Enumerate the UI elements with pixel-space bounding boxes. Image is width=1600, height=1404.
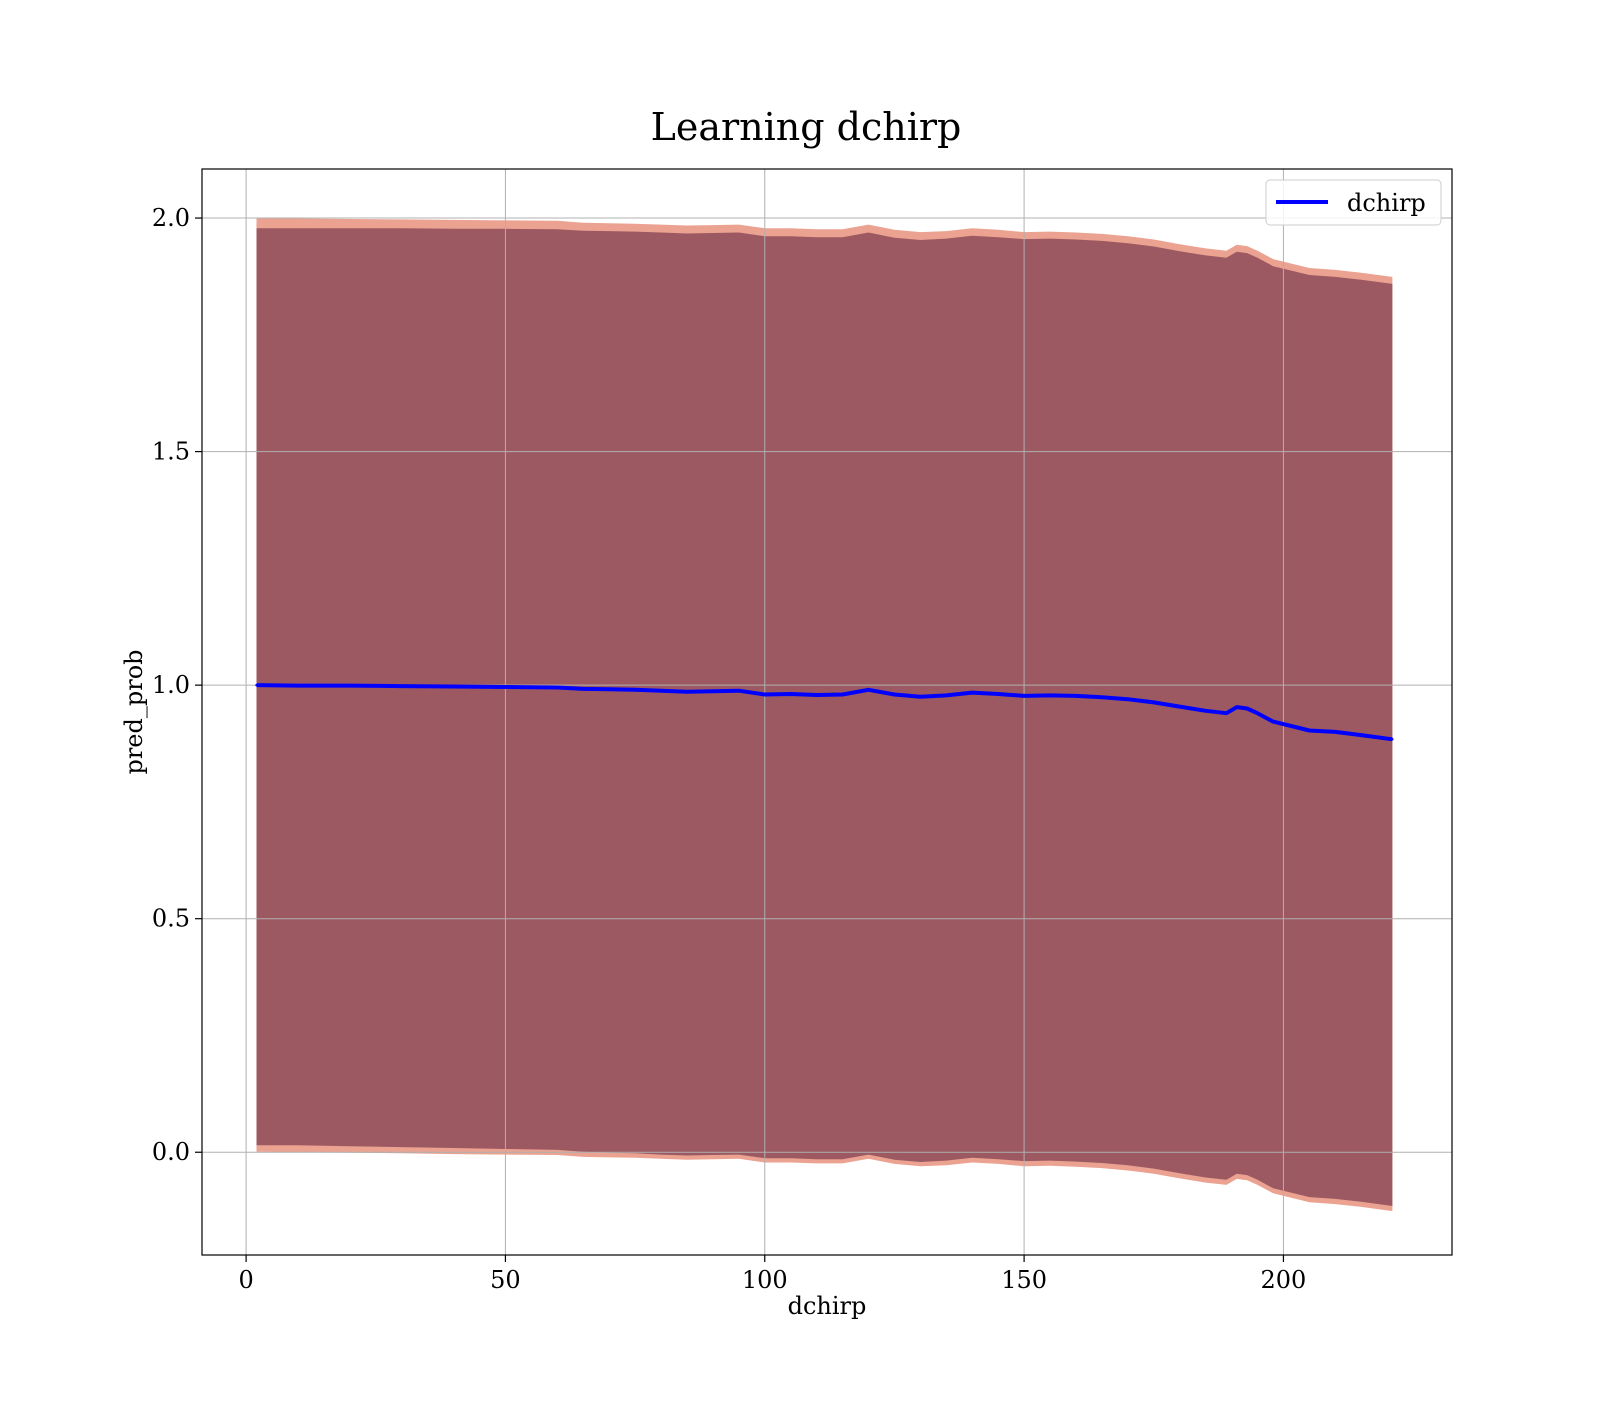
x-tick-label: 150: [1001, 1266, 1047, 1294]
data-point: [400, 684, 403, 688]
data-point: [1245, 707, 1249, 710]
data-point: [1022, 694, 1026, 698]
legend-box: [1265, 179, 1442, 226]
data-point: [996, 692, 1000, 696]
x-axis-label: dchirp: [788, 1292, 867, 1320]
data-point: [1391, 738, 1394, 741]
legend-label: dchirp: [1347, 189, 1426, 217]
y-tick-label: 0.0: [152, 1138, 190, 1166]
data-point: [659, 689, 663, 692]
data-point: [1308, 729, 1311, 732]
data-point: [1152, 701, 1155, 704]
data-point: [841, 693, 844, 696]
data-point: [971, 691, 974, 694]
plot-frame: [201, 168, 1453, 1256]
data-point: [1225, 711, 1228, 715]
data-point: [255, 683, 258, 687]
data-point: [348, 684, 352, 687]
data-point: [945, 694, 948, 697]
confidence-band-inner: [256, 228, 1393, 1207]
data-point: [296, 684, 300, 687]
data-point: [1235, 705, 1238, 709]
legend: dchirp: [1265, 179, 1442, 226]
data-point: [763, 693, 766, 696]
data-point: [504, 685, 507, 689]
data-point: [815, 693, 818, 697]
x-tick-label: 50: [490, 1266, 521, 1294]
data-point: [919, 695, 922, 699]
y-tick-label: 1.5: [152, 438, 190, 466]
band-layer: [256, 218, 1393, 1212]
line-layer: [255, 683, 1394, 742]
data-point: [867, 688, 870, 692]
data-point: [1048, 694, 1052, 697]
y-tick-label: 1.0: [152, 671, 190, 699]
data-point: [556, 686, 559, 689]
data-point: [1256, 711, 1259, 715]
data-point: [582, 687, 585, 691]
data-point: [1360, 733, 1363, 737]
data-point: [1074, 694, 1078, 698]
data-point: [1271, 720, 1275, 723]
data-point: [452, 685, 455, 688]
data-point: [1204, 709, 1207, 713]
data-point: [1334, 730, 1337, 734]
data-point: [1126, 697, 1130, 701]
data-point: [1100, 696, 1104, 699]
x-axis-ticks: 0 50 100 150 200: [238, 1255, 1306, 1294]
x-tick-label: 100: [742, 1266, 788, 1294]
chart-title: Learning dchirp: [651, 105, 962, 149]
y-axis-ticks: 0.0 0.5 1.0 1.5 2.0: [152, 204, 202, 1166]
data-point: [607, 688, 611, 691]
data-point: [711, 690, 715, 693]
y-tick-label: 0.5: [152, 905, 190, 933]
data-point: [789, 692, 792, 696]
y-axis-label: pred_prob: [120, 649, 148, 774]
data-point: [1178, 705, 1181, 708]
data-point: [737, 689, 741, 692]
data-point: [633, 688, 637, 692]
data-point: [685, 690, 689, 693]
x-tick-label: 200: [1261, 1266, 1307, 1294]
x-tick-label: 0: [238, 1266, 253, 1294]
y-tick-label: 2.0: [152, 204, 190, 232]
data-point: [893, 693, 896, 696]
